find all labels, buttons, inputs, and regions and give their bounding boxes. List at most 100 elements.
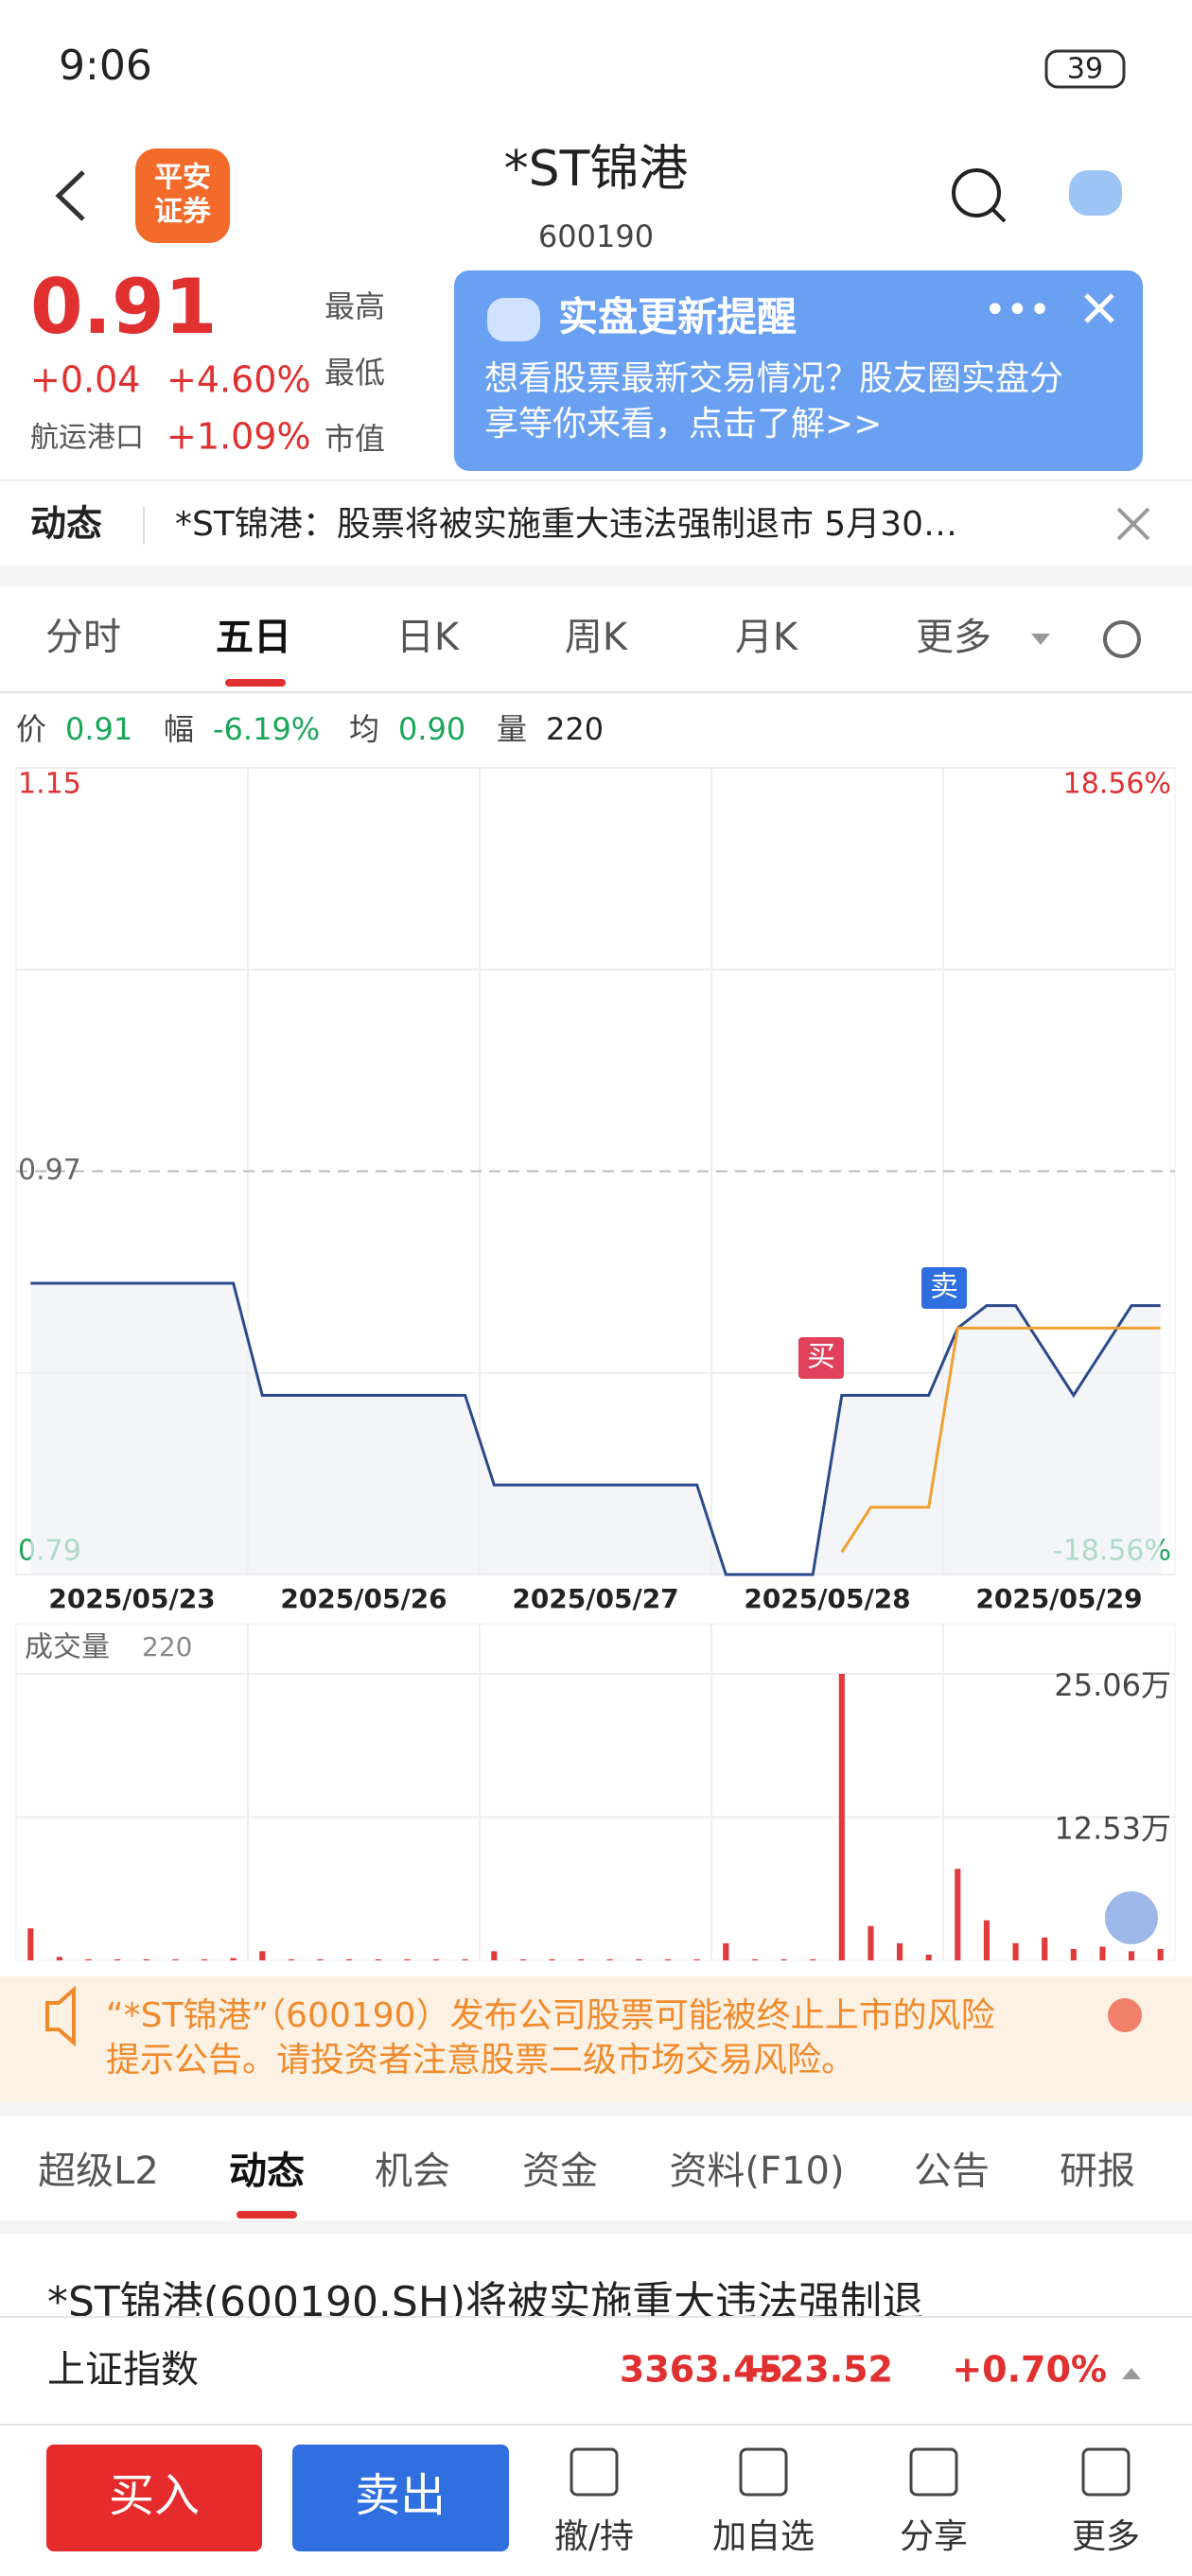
quote-label: 最低 [324,355,385,391]
gap [0,2220,1192,2234]
period-tab[interactable]: 五日 [216,616,291,659]
index-name: 上证指数 [47,2348,199,2392]
y-tick-label: 1.15 [18,768,81,801]
volume-title: 成交量 [25,1631,110,1664]
toolbar-icon[interactable] [1081,2447,1131,2497]
info-value: 0.91 [65,711,132,747]
volume-bar [1070,1948,1077,1960]
search-button[interactable] [952,168,1001,218]
volume-bar [723,1942,729,1960]
volume-bar [925,1954,932,1960]
volume-bar [1129,1951,1135,1960]
period-tab[interactable]: 更多 [916,616,991,659]
toolbar-icon[interactable] [570,2447,619,2497]
info-label: 量 [497,711,527,747]
popup-text: 享等你来看，点击了解>> [484,405,882,444]
toolbar-label[interactable]: 更多 [1072,2517,1140,2556]
app-logo[interactable] [135,148,230,243]
volume-bar [868,1925,874,1960]
warning-close[interactable] [1108,1998,1142,2032]
back-button[interactable] [55,170,85,221]
sell-button[interactable] [292,2445,509,2551]
volume-bar [172,1958,179,1960]
popup-text: 想看股票最新交易情况？股友圈实盘分 [484,359,1063,398]
expand-arrow[interactable] [1122,2368,1141,2379]
info-label: 价 [16,711,46,747]
dropdown-arrow [1031,634,1050,645]
index-pct: +0.70% [952,2349,1107,2391]
y-tick-label: 25.06万 [1054,1667,1171,1703]
toolbar-icon[interactable] [909,2447,958,2497]
toolbar-icon[interactable] [739,2447,788,2497]
warning-icon [45,1985,76,2047]
volume-bar [202,1958,208,1960]
volume-frame [15,1623,1176,1961]
assistant-button[interactable] [1069,170,1122,216]
toolbar-label[interactable]: 撤/持 [554,2517,634,2556]
volume-bar [230,1958,237,1960]
sector-pct: +1.09% [167,416,311,458]
x-tick-label: 2025/05/27 [512,1583,678,1614]
content-tab[interactable]: 资料(F10) [669,2150,844,2193]
info-value: -6.19% [213,711,320,747]
volume-bar [85,1958,92,1960]
x-tick-label: 2025/05/26 [280,1583,447,1614]
x-tick-label: 2025/05/23 [48,1583,215,1614]
volume-bar [404,1958,411,1960]
period-tab[interactable]: 分时 [45,616,121,659]
popup[interactable] [454,270,1143,471]
gap [0,566,1192,586]
volume-bar [114,1958,121,1960]
content-tab[interactable]: 机会 [375,2150,450,2193]
volume-bar [549,1958,555,1960]
volume-bar [955,1869,961,1960]
volume-bar [433,1958,440,1960]
buy-label: 买入 [109,2469,200,2522]
buy-button[interactable] [46,2445,262,2551]
quote-label: 市值 [324,421,385,457]
gap [0,2103,1192,2116]
content-tab[interactable]: 超级L2 [38,2150,159,2193]
info-value: 220 [546,711,604,747]
settings-button[interactable] [1103,620,1141,658]
info-label: 幅 [164,711,194,747]
volume-bar [1012,1942,1019,1960]
period-tab[interactable]: 周K [565,616,629,659]
period-tab[interactable]: 日K [396,616,461,659]
news-close[interactable] [1116,507,1150,541]
battery-icon [1044,49,1126,89]
fullscreen-button[interactable] [1105,1891,1158,1944]
price-line [30,1281,1161,1576]
content-tab[interactable]: 公告 [914,2150,990,2193]
volume-bar [780,1958,787,1960]
toolbar-label[interactable]: 加自选 [712,2517,815,2556]
volume-bar [143,1958,149,1960]
index-bar[interactable] [0,2317,1192,2425]
news-text[interactable]: *ST锦港：股票将被实施重大违法强制退市 5月30… [175,505,957,544]
warning-banner [0,1976,1192,2103]
volume-bar [317,1958,324,1960]
popup-title: 实盘更新提醒 [558,294,797,340]
toolbar-label[interactable]: 分享 [900,2517,968,2556]
price-area [30,1282,1161,1575]
content-tab[interactable]: 动态 [229,2150,305,2193]
stock-title: *ST锦港 [504,141,689,198]
volume-bar [375,1958,381,1960]
y-tick-label: 0.97 [18,1154,81,1187]
price: 0.91 [30,263,217,351]
stock-code: 600190 [538,218,654,254]
volume-bar [346,1958,353,1960]
period-tab[interactable]: 月K [735,616,799,659]
popup-close[interactable] [1084,293,1114,323]
average-line [840,1326,1161,1554]
content-tab[interactable]: 研报 [1060,2150,1135,2193]
news-label: 动态 [30,503,102,545]
volume-bar [56,1957,62,1960]
volume-bar [578,1958,585,1960]
volume-bar [751,1958,758,1960]
x-tick-label: 2025/05/28 [744,1583,910,1614]
tab-underline [225,679,286,687]
content-tab[interactable]: 资金 [522,2150,598,2193]
volume-bar [27,1928,34,1960]
popup-more[interactable]: ••• [984,288,1051,332]
